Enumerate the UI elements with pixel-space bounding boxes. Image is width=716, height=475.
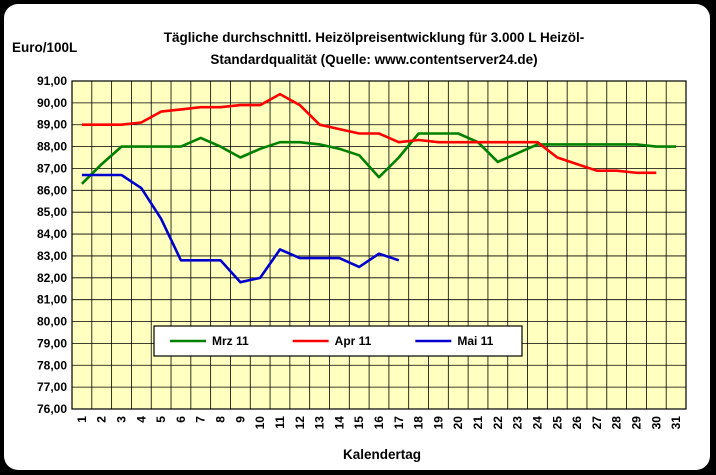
x-tick-label: 14 — [332, 416, 346, 430]
x-tick-label: 2 — [95, 416, 109, 423]
series-lines — [80, 92, 677, 284]
plot-area — [72, 81, 686, 409]
chart-frame: Tägliche durchschnittl. Heizölpreisentwi… — [4, 4, 710, 470]
x-tick-label: 4 — [134, 416, 148, 423]
series-line-mrz-11 — [80, 132, 677, 185]
legend-label-apr-11: Apr 11 — [335, 334, 372, 348]
x-tick-label: 8 — [214, 416, 228, 423]
series-line-apr-11 — [81, 92, 657, 175]
x-tick-label: 24 — [530, 416, 544, 430]
y-tick-label: 83,00 — [37, 249, 67, 263]
legend: Mrz 11 Apr 11 Mai 11 — [153, 325, 523, 357]
y-tick-label: 77,00 — [37, 380, 67, 394]
x-tick-label: 29 — [629, 416, 643, 430]
x-tick-label: 18 — [412, 416, 426, 430]
y-tick-label: 79,00 — [37, 336, 67, 350]
x-tick-labels: 1 2 3 4 5 6 7 8 9 10 11 12 13 14 15 16 17 18 19 20 21 22 23 24 2… — [75, 416, 683, 430]
plot-border — [71, 80, 687, 410]
y-tick-label: 90,00 — [37, 96, 67, 110]
x-tick-label: 16 — [372, 416, 386, 430]
y-tick-label: 88,00 — [37, 140, 67, 154]
y-tick-labels: 76,00 77,00 78,00 79,00 80,00 81,00 82,00 83,00… — [37, 74, 67, 416]
x-tick-label: 17 — [392, 416, 406, 430]
x-tick-label: 9 — [233, 416, 247, 423]
legend-label-mai-11: Mai 11 — [457, 334, 493, 348]
y-tick-label: 80,00 — [37, 315, 67, 329]
x-tick-label: 26 — [570, 416, 584, 430]
y-tick-label: 81,00 — [37, 293, 67, 307]
line-chart: Tägliche durchschnittl. Heizölpreisentwi… — [12, 30, 687, 462]
x-tick-label: 6 — [174, 416, 188, 423]
x-tick-label: 27 — [590, 416, 604, 430]
x-tick-label: 28 — [610, 416, 624, 430]
x-tick-label: 11 — [273, 416, 287, 429]
x-tick-label: 1 — [75, 416, 89, 423]
x-tick-label: 15 — [352, 416, 366, 430]
y-tick-label: 89,00 — [37, 118, 67, 132]
y-tick-label: 82,00 — [37, 271, 67, 285]
y-tick-label: 87,00 — [37, 161, 67, 175]
series-line-mai-11 — [81, 173, 400, 284]
x-axis-label: Kalendertag — [343, 447, 421, 462]
axes — [71, 80, 687, 410]
x-tick-label: 21 — [471, 416, 485, 430]
y-tick-label: 78,00 — [37, 358, 67, 372]
y-tick-label: 91,00 — [37, 74, 67, 88]
x-tick-label: 23 — [511, 416, 525, 430]
legend-box — [153, 325, 523, 357]
x-tick-label: 25 — [550, 416, 564, 430]
y-axis-label: Euro/100L — [12, 40, 77, 55]
legend-label-mrz-11: Mrz 11 — [212, 334, 249, 348]
y-tick-label: 85,00 — [37, 205, 67, 219]
x-tick-label: 13 — [313, 416, 327, 430]
x-tick-label: 31 — [669, 416, 683, 430]
x-tick-label: 12 — [293, 416, 307, 430]
y-tick-label: 76,00 — [37, 402, 67, 416]
x-tick-label: 19 — [431, 416, 445, 430]
x-tick-label: 22 — [491, 416, 505, 430]
x-tick-label: 10 — [253, 416, 267, 430]
chart-title-line-2: Standardqualität (Quelle: www.contentser… — [210, 52, 537, 67]
x-tick-label: 20 — [451, 416, 465, 430]
x-tick-label: 3 — [115, 416, 129, 423]
x-tick-label: 30 — [649, 416, 663, 430]
y-tick-label: 84,00 — [37, 227, 67, 241]
x-tick-label: 7 — [194, 416, 208, 423]
x-tick-label: 5 — [154, 416, 168, 423]
chart-title-line-1: Tägliche durchschnittl. Heizölpreisentwi… — [164, 30, 585, 45]
y-tick-label: 86,00 — [37, 183, 67, 197]
